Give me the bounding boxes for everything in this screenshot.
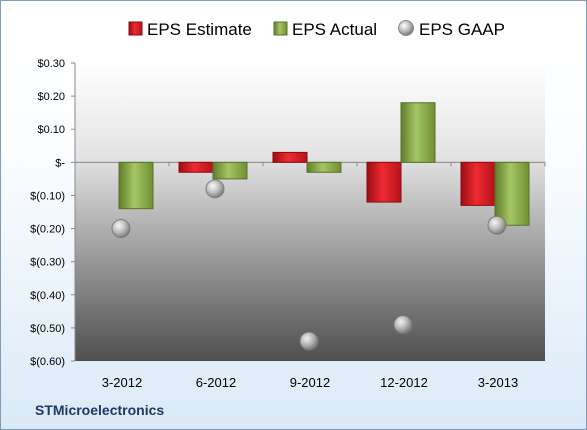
bar-eps-estimate: [178, 161, 214, 173]
marker-eps-gaap: [487, 215, 507, 235]
legend-label-eps-estimate: EPS Estimate: [147, 20, 252, 39]
marker-eps-gaap: [111, 219, 131, 239]
legend-item-eps-estimate[interactable]: EPS Estimate: [128, 20, 252, 39]
plot-area: [75, 63, 545, 361]
y-tick-label: $(0.40): [30, 290, 65, 302]
y-tick-label: $(0.50): [30, 323, 65, 335]
markers-layer: [111, 179, 507, 351]
marker-eps-gaap: [393, 315, 413, 335]
marker-eps-gaap: [299, 331, 319, 351]
legend-label-eps-gaap: EPS GAAP: [419, 20, 505, 39]
legend-item-eps-gaap[interactable]: EPS GAAP: [398, 20, 505, 39]
bar-eps-actual: [400, 102, 436, 163]
legend-swatch-eps-actual: [273, 21, 288, 36]
y-tick-label: $0.20: [37, 91, 65, 103]
legend-swatch-eps-estimate: [128, 21, 143, 36]
bars-layer: [118, 102, 530, 226]
x-category-label: 6-2012: [196, 375, 236, 390]
bar-eps-actual: [306, 161, 342, 173]
y-tick-label: $(0.60): [30, 356, 65, 368]
axis-layer: $0.30 $0.20 $0.10 $- $(0.10) $(0.20) $(0.30) $(…: [30, 58, 546, 390]
bar-eps-actual: [494, 161, 530, 226]
y-tick-label: $-: [55, 157, 65, 169]
x-category-label: 12-2012: [380, 375, 428, 390]
company-name: STMicroelectronics: [35, 402, 165, 418]
marker-eps-gaap: [205, 179, 225, 199]
bar-eps-actual: [212, 161, 248, 180]
bar-eps-estimate: [366, 161, 402, 203]
bar-eps-actual: [118, 161, 154, 210]
y-tick-label: $(0.10): [30, 190, 65, 202]
legend-item-eps-actual[interactable]: EPS Actual: [273, 20, 377, 39]
legend-label-eps-actual: EPS Actual: [292, 20, 377, 39]
x-category-label: 9-2012: [290, 375, 330, 390]
x-category-label: 3-2012: [102, 375, 142, 390]
bar-eps-estimate: [460, 161, 496, 206]
legend-swatch-eps-gaap: [398, 20, 414, 36]
y-tick-label: $0.10: [37, 124, 65, 136]
y-tick-label: $(0.30): [30, 257, 65, 269]
x-category-label: 3-2013: [478, 375, 518, 390]
bar-eps-estimate: [272, 151, 308, 163]
legend: EPS Estimate EPS Actual EPS GAAP: [128, 20, 505, 39]
y-tick-label: $(0.20): [30, 224, 65, 236]
y-tick-label: $0.30: [37, 58, 65, 70]
